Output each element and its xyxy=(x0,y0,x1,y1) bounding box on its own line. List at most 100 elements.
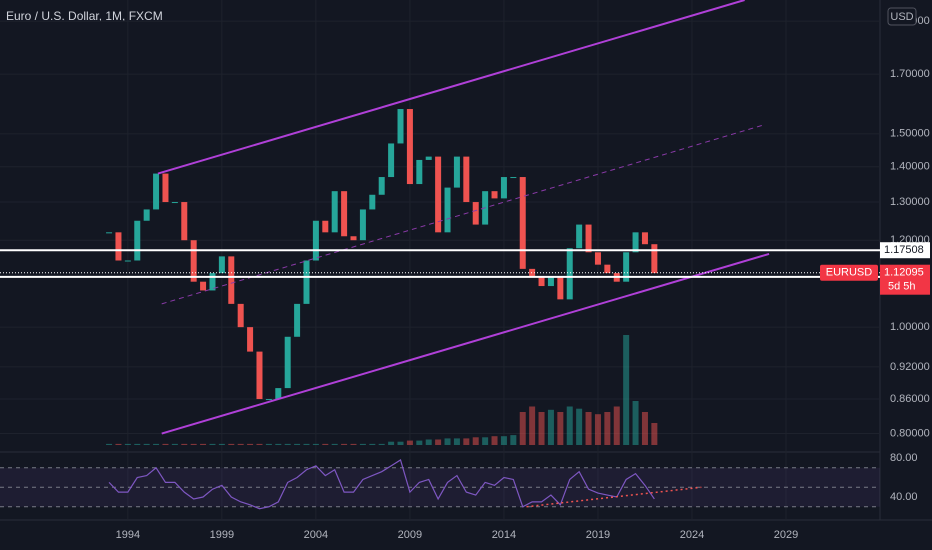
volume-bar xyxy=(284,443,291,445)
candle xyxy=(331,191,338,233)
volume-bar xyxy=(350,443,357,445)
volume-bar xyxy=(444,438,451,445)
candle xyxy=(435,156,442,233)
x-tick-label: 2014 xyxy=(492,529,516,541)
rsi-trend xyxy=(526,486,702,508)
volume-bar xyxy=(115,443,122,445)
candle xyxy=(416,159,423,185)
candle xyxy=(585,224,592,253)
candle xyxy=(378,177,385,195)
volume-bar xyxy=(519,412,526,445)
y-tick-label: 1.00000 xyxy=(890,321,930,333)
y-tick-label: 1.40000 xyxy=(890,161,930,173)
candle xyxy=(519,177,526,269)
candle xyxy=(247,327,254,352)
candle xyxy=(397,109,404,144)
candle xyxy=(115,232,122,261)
volume-bar xyxy=(341,443,348,445)
trend-line xyxy=(161,252,770,435)
volume-bar xyxy=(632,401,639,445)
x-tick-label: 2019 xyxy=(586,529,610,541)
y-tick-label: 0.92000 xyxy=(890,361,930,373)
volume-bar xyxy=(237,443,244,445)
x-tick-label: 1999 xyxy=(210,529,234,541)
volume-bar xyxy=(359,443,366,445)
volume-bar xyxy=(162,443,169,445)
volume-bar xyxy=(369,443,376,445)
volume-bar xyxy=(303,443,310,445)
y-tick-label: 1.70000 xyxy=(890,68,930,80)
candle xyxy=(303,260,310,304)
x-tick-label: 2024 xyxy=(680,529,704,541)
candle xyxy=(256,351,263,400)
candle xyxy=(171,202,178,204)
volume-bar xyxy=(491,436,498,445)
candle xyxy=(538,277,545,287)
candle xyxy=(453,156,460,188)
chart-title: Euro / U.S. Dollar, 1M, FXCM xyxy=(6,9,163,23)
y-tick-label: 1.50000 xyxy=(890,128,930,140)
volume-bar xyxy=(453,438,460,445)
volume-bar xyxy=(143,443,150,445)
y-tick-label: 0.80000 xyxy=(890,427,930,439)
candle xyxy=(547,277,554,287)
volume-bar xyxy=(247,443,254,445)
rsi-tick-label: 40.00 xyxy=(890,491,918,503)
x-tick-label: 2009 xyxy=(398,529,422,541)
volume-bar xyxy=(425,439,432,445)
volume-bar xyxy=(500,436,507,445)
candle xyxy=(623,252,630,282)
candle xyxy=(124,260,131,262)
volume-bar xyxy=(181,443,188,445)
candle xyxy=(388,143,395,178)
y-tick-label: 1.30000 xyxy=(890,196,930,208)
volume-bar xyxy=(378,443,385,445)
volume-bar xyxy=(557,412,564,445)
volume-bar xyxy=(388,441,395,445)
candle xyxy=(406,109,413,185)
volume-bar xyxy=(435,439,442,445)
x-tick-label: 1994 xyxy=(116,529,140,541)
candle xyxy=(651,244,658,274)
candle xyxy=(359,209,366,241)
rsi-line xyxy=(108,459,655,510)
countdown-label: 5d 5h xyxy=(888,281,916,293)
volume-bar xyxy=(463,438,470,445)
volume-bar xyxy=(604,412,611,445)
candle xyxy=(228,256,235,304)
candle xyxy=(294,303,301,337)
candle xyxy=(500,177,507,199)
candle xyxy=(284,336,291,389)
candle xyxy=(510,177,517,179)
candle xyxy=(162,173,169,203)
candle xyxy=(491,191,498,199)
volume-bar xyxy=(538,412,545,445)
candle xyxy=(604,264,611,274)
volume-bar xyxy=(294,443,301,445)
candle xyxy=(632,232,639,253)
price-tag-label: 1.17508 xyxy=(884,244,924,256)
volume-bar xyxy=(190,443,197,445)
candle xyxy=(576,224,583,249)
candle xyxy=(641,232,648,245)
candle xyxy=(181,202,188,241)
volume-bar xyxy=(510,435,517,445)
volume-bar xyxy=(218,443,225,445)
volume-bar xyxy=(322,443,329,445)
volume-bar xyxy=(529,406,536,445)
volume-bar xyxy=(406,440,413,445)
candle xyxy=(265,399,272,401)
trend-line xyxy=(161,124,764,305)
volume-bar xyxy=(256,443,263,445)
volume-bar xyxy=(416,440,423,445)
volume-bar xyxy=(153,443,160,445)
currency-badge[interactable] xyxy=(887,7,917,26)
candle xyxy=(341,191,348,237)
volume-bar xyxy=(124,443,131,445)
volume-bar xyxy=(566,406,573,445)
x-tick-label: 2029 xyxy=(774,529,798,541)
candle xyxy=(237,303,244,328)
volume-bar xyxy=(482,437,489,445)
